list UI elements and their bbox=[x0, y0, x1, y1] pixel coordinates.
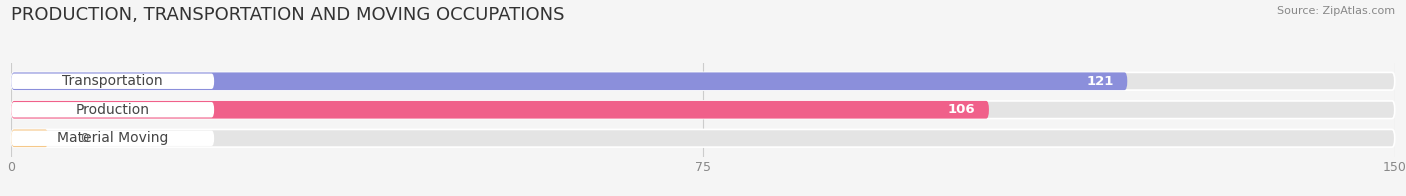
Text: 106: 106 bbox=[948, 103, 976, 116]
FancyBboxPatch shape bbox=[11, 129, 48, 147]
Text: 0: 0 bbox=[80, 132, 89, 145]
Text: Production: Production bbox=[76, 103, 149, 117]
FancyBboxPatch shape bbox=[11, 102, 214, 117]
Text: PRODUCTION, TRANSPORTATION AND MOVING OCCUPATIONS: PRODUCTION, TRANSPORTATION AND MOVING OC… bbox=[11, 6, 565, 24]
FancyBboxPatch shape bbox=[11, 72, 1395, 90]
Text: 121: 121 bbox=[1085, 75, 1114, 88]
Text: Transportation: Transportation bbox=[62, 74, 163, 88]
FancyBboxPatch shape bbox=[11, 74, 214, 89]
FancyBboxPatch shape bbox=[11, 129, 1395, 147]
Text: Source: ZipAtlas.com: Source: ZipAtlas.com bbox=[1277, 6, 1395, 16]
FancyBboxPatch shape bbox=[11, 101, 1395, 119]
FancyBboxPatch shape bbox=[11, 72, 1128, 90]
FancyBboxPatch shape bbox=[11, 131, 214, 146]
FancyBboxPatch shape bbox=[11, 101, 988, 119]
Text: Material Moving: Material Moving bbox=[58, 131, 169, 145]
